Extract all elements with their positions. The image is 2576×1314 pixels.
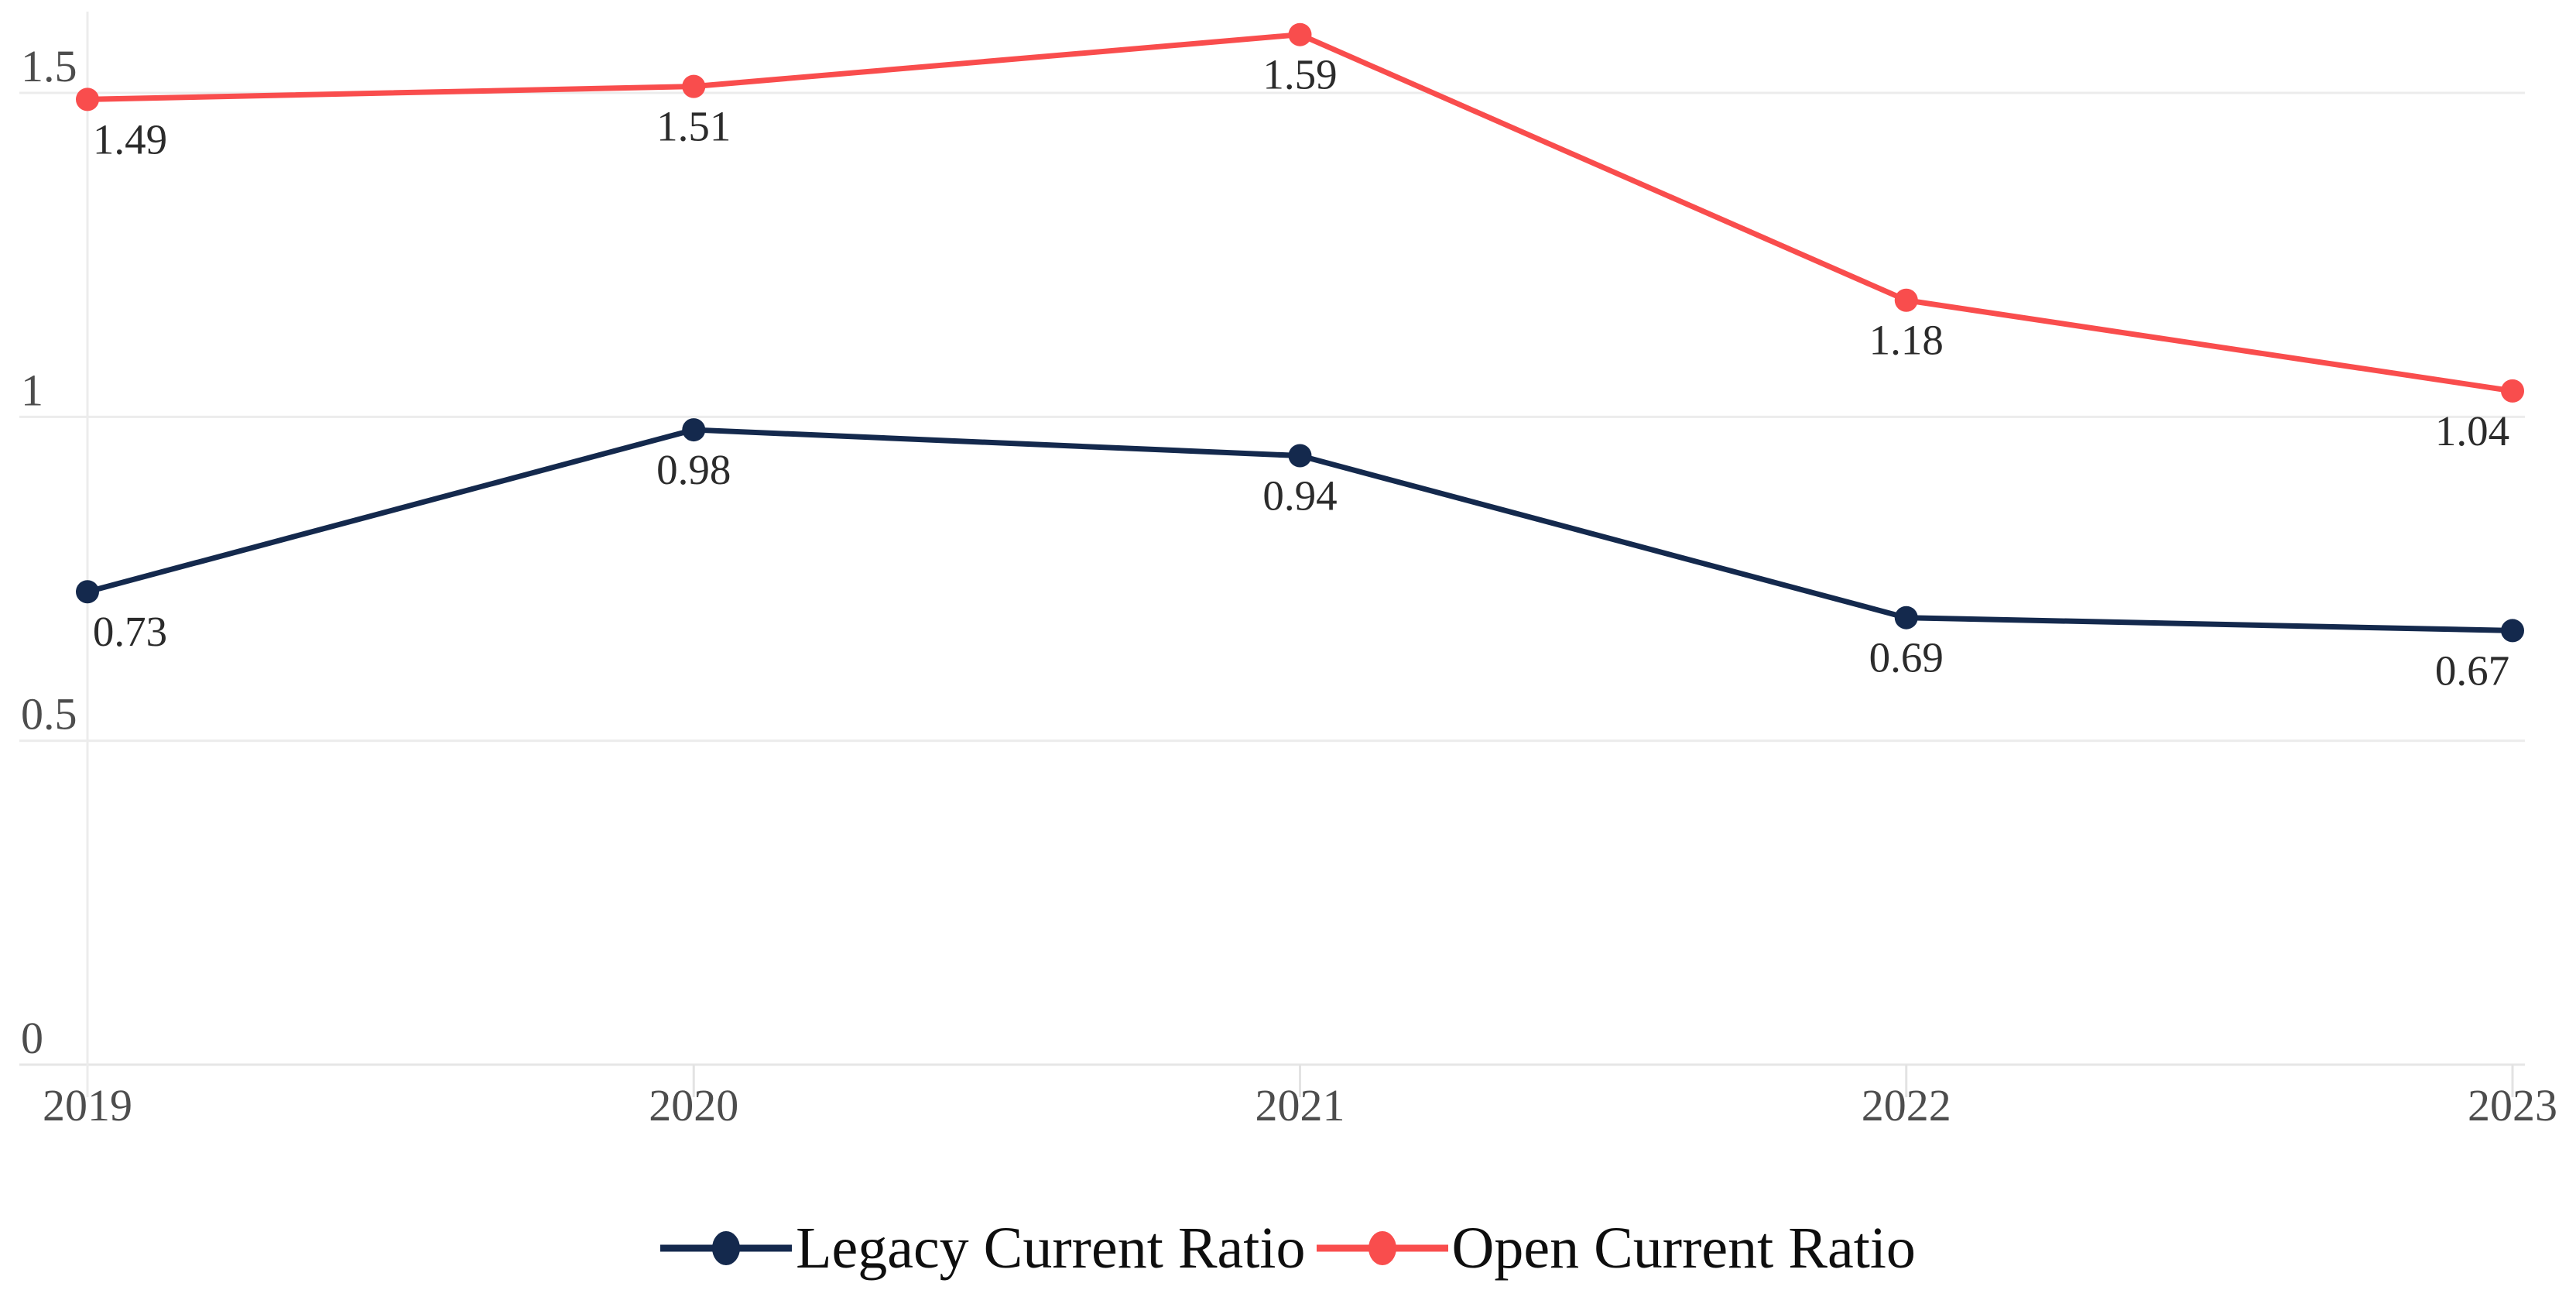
data-label-open-current-ratio-2020: 1.51 bbox=[656, 103, 731, 150]
y-axis-label-0: 0 bbox=[21, 1013, 43, 1063]
x-axis-label-2022: 2022 bbox=[1862, 1080, 1951, 1130]
y-axis-label-0.5: 0.5 bbox=[21, 689, 77, 739]
legend-dot-legacy bbox=[712, 1231, 741, 1265]
legend-label-open: Open Current Ratio bbox=[1451, 1216, 1916, 1281]
data-point-legacy-current-ratio-2019[interactable] bbox=[76, 580, 99, 604]
x-axis-label-2021: 2021 bbox=[1255, 1080, 1345, 1130]
data-point-open-current-ratio-2020[interactable] bbox=[682, 74, 706, 98]
data-label-open-current-ratio-2022: 1.18 bbox=[1869, 317, 1944, 364]
data-label-open-current-ratio-2019: 1.49 bbox=[93, 115, 167, 163]
y-axis-label-1.5: 1.5 bbox=[21, 41, 77, 91]
data-point-open-current-ratio-2023[interactable] bbox=[2501, 379, 2524, 403]
data-point-legacy-current-ratio-2020[interactable] bbox=[682, 418, 706, 442]
data-point-legacy-current-ratio-2023[interactable] bbox=[2501, 619, 2524, 643]
x-axis-label-2023: 2023 bbox=[2468, 1080, 2557, 1130]
data-point-legacy-current-ratio-2021[interactable] bbox=[1288, 444, 1312, 468]
chart-legend: Legacy Current Ratio Open Current Ratio bbox=[0, 1202, 2576, 1294]
data-point-open-current-ratio-2022[interactable] bbox=[1894, 288, 1918, 312]
legend-label-legacy: Legacy Current Ratio bbox=[796, 1216, 1306, 1281]
legend-marker-legacy-icon bbox=[660, 1231, 793, 1265]
data-label-legacy-current-ratio-2022: 0.69 bbox=[1869, 634, 1944, 681]
data-label-open-current-ratio-2023: 1.04 bbox=[2435, 407, 2509, 455]
legend-item-legacy-current-ratio[interactable]: Legacy Current Ratio bbox=[660, 1216, 1306, 1281]
legend-item-open-current-ratio[interactable]: Open Current Ratio bbox=[1316, 1216, 1916, 1281]
data-label-legacy-current-ratio-2023: 0.67 bbox=[2435, 647, 2509, 694]
x-axis-label-2019: 2019 bbox=[43, 1080, 132, 1130]
data-point-open-current-ratio-2019[interactable] bbox=[76, 87, 99, 112]
data-label-legacy-current-ratio-2019: 0.73 bbox=[93, 608, 167, 655]
data-point-legacy-current-ratio-2022[interactable] bbox=[1894, 606, 1918, 630]
data-point-open-current-ratio-2021[interactable] bbox=[1288, 22, 1312, 46]
data-label-legacy-current-ratio-2020: 0.98 bbox=[656, 446, 731, 493]
data-label-open-current-ratio-2021: 1.59 bbox=[1262, 51, 1337, 98]
legend-dot-open bbox=[1368, 1231, 1396, 1265]
data-label-legacy-current-ratio-2021: 0.94 bbox=[1262, 472, 1337, 520]
x-axis-label-2020: 2020 bbox=[649, 1080, 738, 1130]
y-axis-label-1: 1 bbox=[21, 365, 43, 415]
legend-marker-open-icon bbox=[1316, 1231, 1448, 1265]
